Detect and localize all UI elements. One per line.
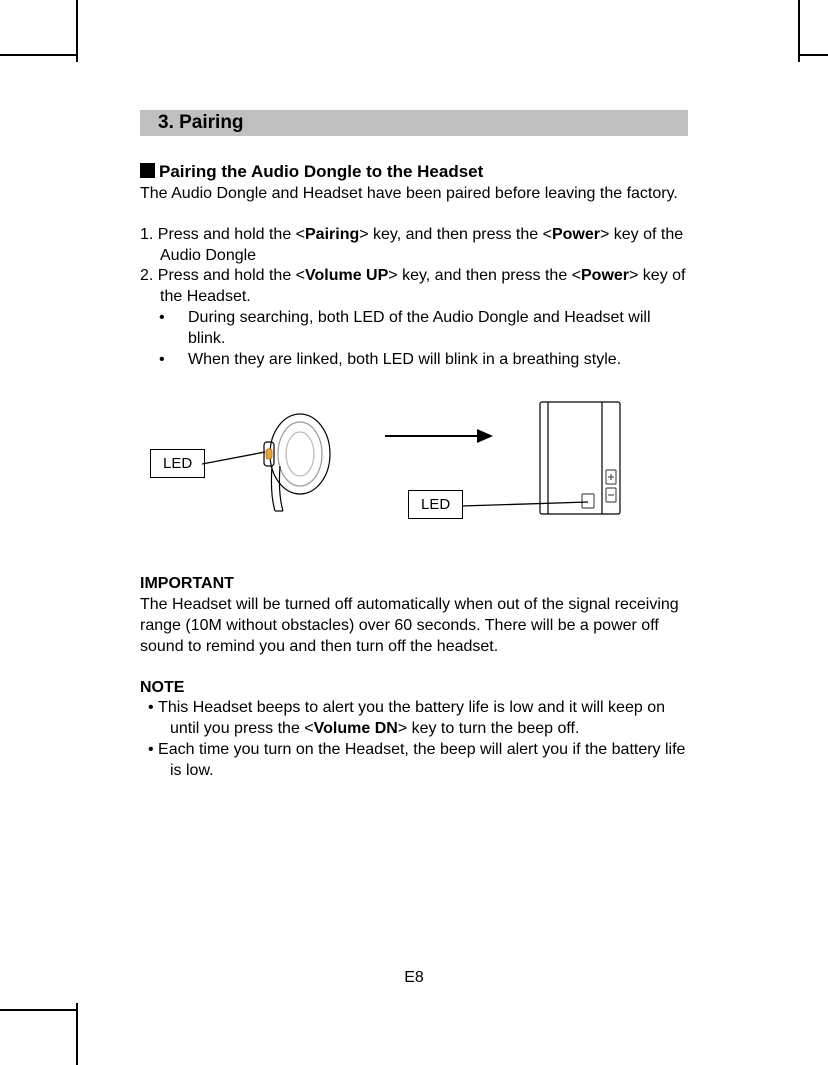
- important-heading: IMPORTANT: [140, 575, 234, 592]
- note-1: • This Headset beeps to alert you the ba…: [140, 698, 688, 740]
- square-bullet-icon: [140, 163, 155, 178]
- section-header: 3. Pairing: [140, 110, 688, 136]
- led-label-dongle: LED: [408, 490, 463, 519]
- important-body: The Headset will be turned off automatic…: [140, 595, 688, 657]
- led-label-headset: LED: [150, 449, 205, 478]
- page-content: 3. Pairing Pairing the Audio Dongle to t…: [140, 110, 688, 782]
- sub-bullet-1: •During searching, both LED of the Audio…: [140, 308, 688, 350]
- step-2: 2. Press and hold the <Volume UP> key, a…: [140, 266, 688, 308]
- step-1: 1. Press and hold the <Pairing> key, and…: [140, 225, 688, 267]
- dot-icon: •: [159, 350, 188, 371]
- arrow-icon: [385, 426, 495, 446]
- body-text: The Audio Dongle and Headset have been p…: [140, 184, 688, 370]
- dot-icon: •: [159, 308, 188, 329]
- sub-bullet-2: •When they are linked, both LED will bli…: [140, 350, 688, 371]
- led-pointer-line: [202, 446, 272, 474]
- subheading: Pairing the Audio Dongle to the Headset: [140, 162, 688, 182]
- pairing-diagram: LED LED: [140, 394, 688, 564]
- note-heading: NOTE: [140, 679, 184, 696]
- page-number: E8: [0, 969, 828, 987]
- note-2: • Each time you turn on the Headset, the…: [140, 740, 688, 782]
- intro-text: The Audio Dongle and Headset have been p…: [140, 184, 688, 205]
- important-block: IMPORTANT The Headset will be turned off…: [140, 574, 688, 781]
- subheading-text: Pairing the Audio Dongle to the Headset: [159, 162, 483, 181]
- led-pointer-line: [462, 490, 592, 520]
